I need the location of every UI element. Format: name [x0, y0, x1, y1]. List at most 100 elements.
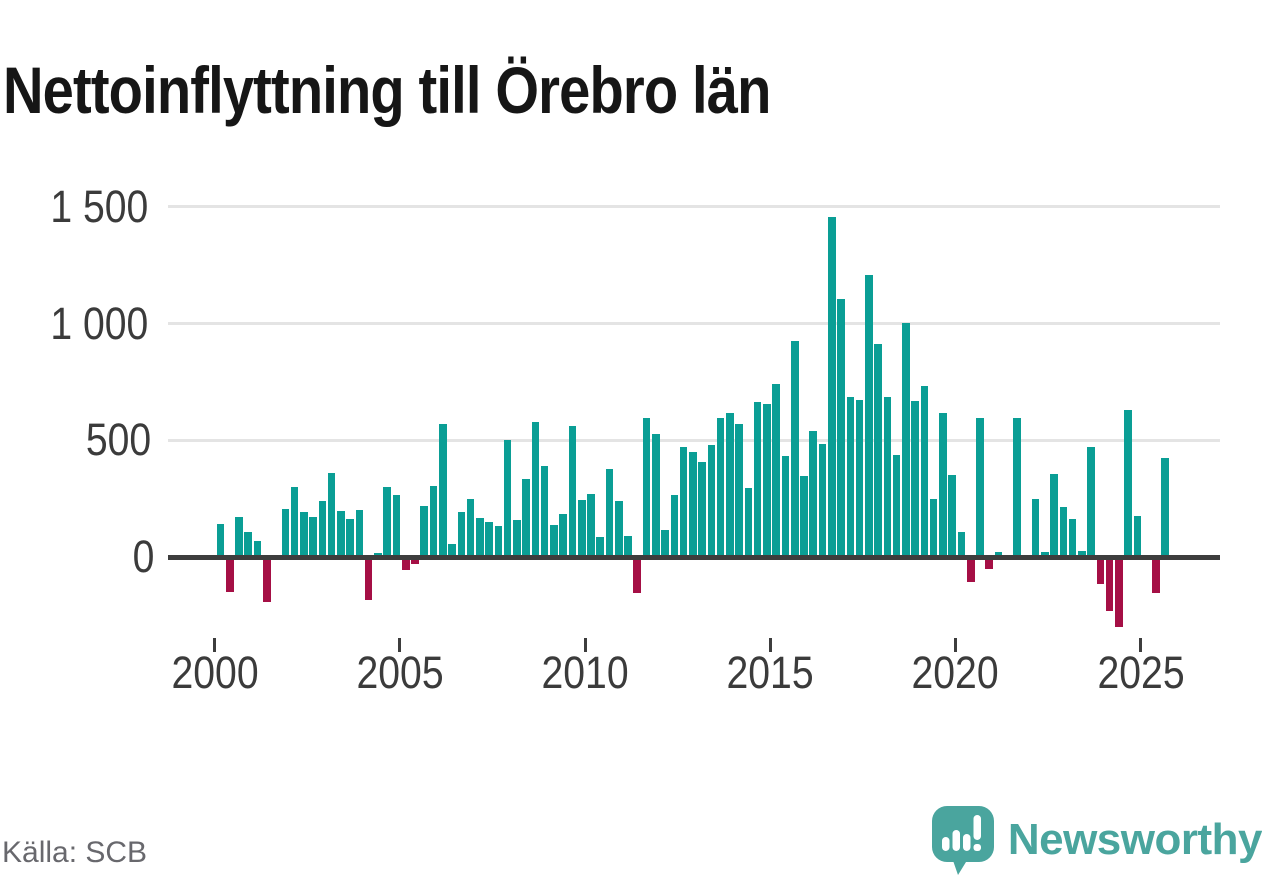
bar-2019-q3	[939, 412, 947, 557]
x-tick-2005	[398, 638, 402, 652]
bar-2003-q2	[337, 511, 345, 557]
bar-2007-q4	[503, 439, 512, 557]
bar-2017-q2	[855, 399, 864, 557]
bar-2005-q4	[429, 485, 438, 557]
bar-2017-q4	[874, 343, 882, 557]
bar-2000-q2	[225, 559, 234, 593]
x-tick-2025	[1139, 638, 1143, 652]
x-tick-label-2005: 2005	[356, 647, 444, 698]
gridline-1500	[168, 205, 1220, 209]
bar-2023-q2	[1078, 551, 1086, 557]
bar-2016-q4	[837, 298, 845, 557]
bar-2005-q2	[411, 559, 419, 564]
bar-2013-q2	[707, 445, 716, 557]
x-tick-2020	[954, 638, 958, 652]
bar-2017-q1	[846, 396, 855, 557]
bar-2013-q1	[698, 462, 706, 557]
bar-2006-q2	[448, 544, 456, 557]
bar-2009-q4	[577, 499, 586, 557]
bar-2012-q2	[670, 494, 679, 557]
bar-2024-q3	[1124, 410, 1132, 557]
bar-2007-q2	[485, 522, 493, 557]
x-tick-2000	[213, 638, 217, 652]
bar-2011-q2	[633, 559, 642, 594]
x-tick-label-2000: 2000	[171, 647, 259, 698]
bar-2021-q3	[1013, 417, 1021, 557]
bar-2010-q4	[614, 500, 623, 557]
bar-2006-q3	[457, 512, 466, 557]
bar-2014-q1	[735, 423, 743, 557]
bar-2011-q4	[652, 434, 660, 557]
bar-2004-q4	[392, 495, 401, 557]
bar-2012-q1	[661, 529, 669, 557]
bar-2019-q2	[929, 498, 938, 557]
bar-2025-q2	[1152, 559, 1160, 594]
bar-2023-q3	[1087, 447, 1095, 557]
gridline-500	[168, 438, 1220, 442]
bar-2020-q3	[976, 418, 984, 557]
gridline-1000	[168, 322, 1220, 326]
bar-2005-q3	[420, 506, 429, 557]
bar-2003-q4	[355, 510, 364, 557]
bar-2018-q2	[892, 455, 901, 557]
bar-2025-q3	[1161, 458, 1170, 557]
brand-name: Newsworthy	[1007, 815, 1262, 864]
bar-2002-q2	[300, 511, 308, 557]
bar-2000-q3	[235, 516, 243, 557]
bar-2007-q3	[494, 525, 503, 557]
bar-2000-q1	[216, 524, 225, 557]
bar-2016-q1	[809, 430, 818, 557]
bar-2015-q2	[781, 455, 790, 557]
bar-2011-q3	[642, 417, 651, 557]
bar-2023-q1	[1068, 519, 1077, 557]
x-tick-2015	[768, 638, 772, 652]
bar-2014-q3	[753, 401, 762, 557]
bar-2024-q1	[1105, 559, 1114, 612]
bar-2008-q2	[522, 479, 530, 557]
y-tick-label-1000: 1 000	[50, 297, 149, 349]
bar-2018-q3	[902, 322, 910, 557]
newsworthy-logo-icon	[931, 806, 994, 875]
bar-2003-q3	[346, 519, 354, 557]
bar-2022-q3	[1050, 473, 1058, 557]
bar-2024-q2	[1115, 559, 1123, 627]
bar-2011-q1	[624, 536, 632, 557]
bar-2009-q3	[568, 425, 577, 557]
bar-2014-q2	[744, 488, 753, 557]
bar-2012-q3	[679, 447, 688, 557]
y-tick-label-1500: 1 500	[50, 180, 149, 232]
zero-axis-line	[168, 554, 1220, 560]
bar-2003-q1	[327, 473, 336, 557]
plot-area: 2000 2005 2010 2015 2020 2025	[168, 180, 1220, 720]
bar-2006-q1	[438, 424, 447, 557]
source-label: Källa: SCB	[2, 836, 148, 869]
page-title-text: Nettoinflyttning till Örebro län	[3, 53, 771, 128]
y-tick-label-0: 0	[132, 531, 155, 582]
x-tick-label-2020: 2020	[911, 647, 1000, 698]
x-tick-label-2015: 2015	[726, 647, 814, 698]
bar-2006-q4	[466, 499, 475, 557]
bar-2002-q3	[309, 517, 317, 557]
bar-2005-q1	[401, 559, 410, 570]
bar-2010-q1	[587, 493, 595, 557]
bar-2015-q3	[790, 341, 799, 557]
bar-2002-q4	[318, 501, 327, 557]
bar-2001-q2	[263, 559, 271, 602]
bar-2015-q4	[800, 475, 808, 557]
bar-2016-q3	[827, 216, 836, 557]
bar-2020-q4	[985, 559, 994, 569]
bar-2012-q4	[689, 452, 697, 557]
bar-2009-q1	[550, 524, 558, 557]
bar-2010-q3	[605, 469, 614, 557]
bar-2001-q4	[281, 508, 290, 557]
x-tick-2010	[583, 638, 587, 652]
bar-2009-q2	[559, 513, 567, 557]
bar-2013-q3	[716, 417, 725, 557]
x-tick-label-2010: 2010	[541, 647, 629, 698]
newsworthy-logo[interactable]: Newsworthy	[930, 804, 1262, 876]
bar-2017-q3	[865, 275, 873, 557]
bar-2008-q4	[540, 465, 549, 557]
bar-2022-q1	[1031, 498, 1040, 557]
bar-2000-q4	[244, 532, 253, 557]
